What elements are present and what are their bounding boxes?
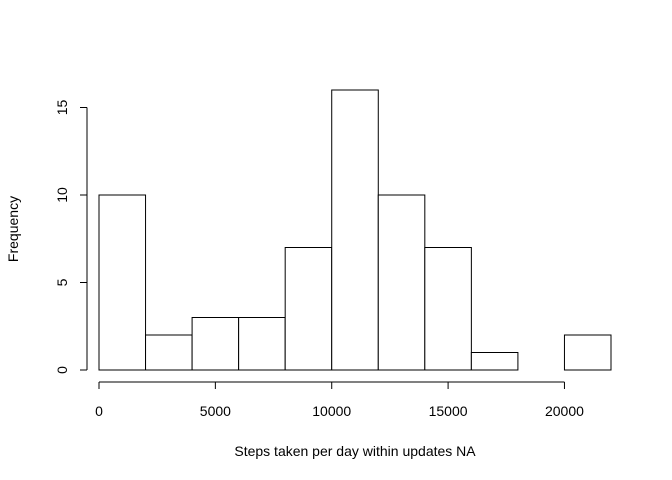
x-axis-label: Steps taken per day within updates NA <box>234 443 476 459</box>
histogram-bar-8 <box>470 352 519 371</box>
x-tick-label-2: 10000 <box>312 403 351 419</box>
histogram-bar-6 <box>377 194 426 371</box>
y-tick-label-2: 10 <box>54 187 70 203</box>
histogram-bar-2 <box>191 317 240 371</box>
histogram-bars <box>98 89 612 371</box>
histogram-bar-0 <box>98 194 147 371</box>
x-tick-label-3: 15000 <box>429 403 468 419</box>
y-tick-label-3: 15 <box>54 100 70 116</box>
histogram-bar-5 <box>331 89 379 371</box>
histogram-bar-1 <box>145 334 193 371</box>
y-axis-label: Frequency <box>5 196 21 262</box>
histogram-bar-10 <box>563 334 612 371</box>
y-tick-label-0: 0 <box>54 366 70 374</box>
x-tick-label-0: 0 <box>95 403 103 419</box>
histogram-bar-4 <box>284 247 333 371</box>
y-tick-label-1: 5 <box>54 278 70 286</box>
y-axis: 0 5 10 15 <box>54 100 88 374</box>
histogram-bar-7 <box>424 247 472 371</box>
x-tick-label-1: 5000 <box>200 403 231 419</box>
x-axis: 0 5000 10000 15000 20000 <box>95 381 584 419</box>
x-tick-label-4: 20000 <box>545 403 584 419</box>
histogram-bar-3 <box>238 317 286 371</box>
